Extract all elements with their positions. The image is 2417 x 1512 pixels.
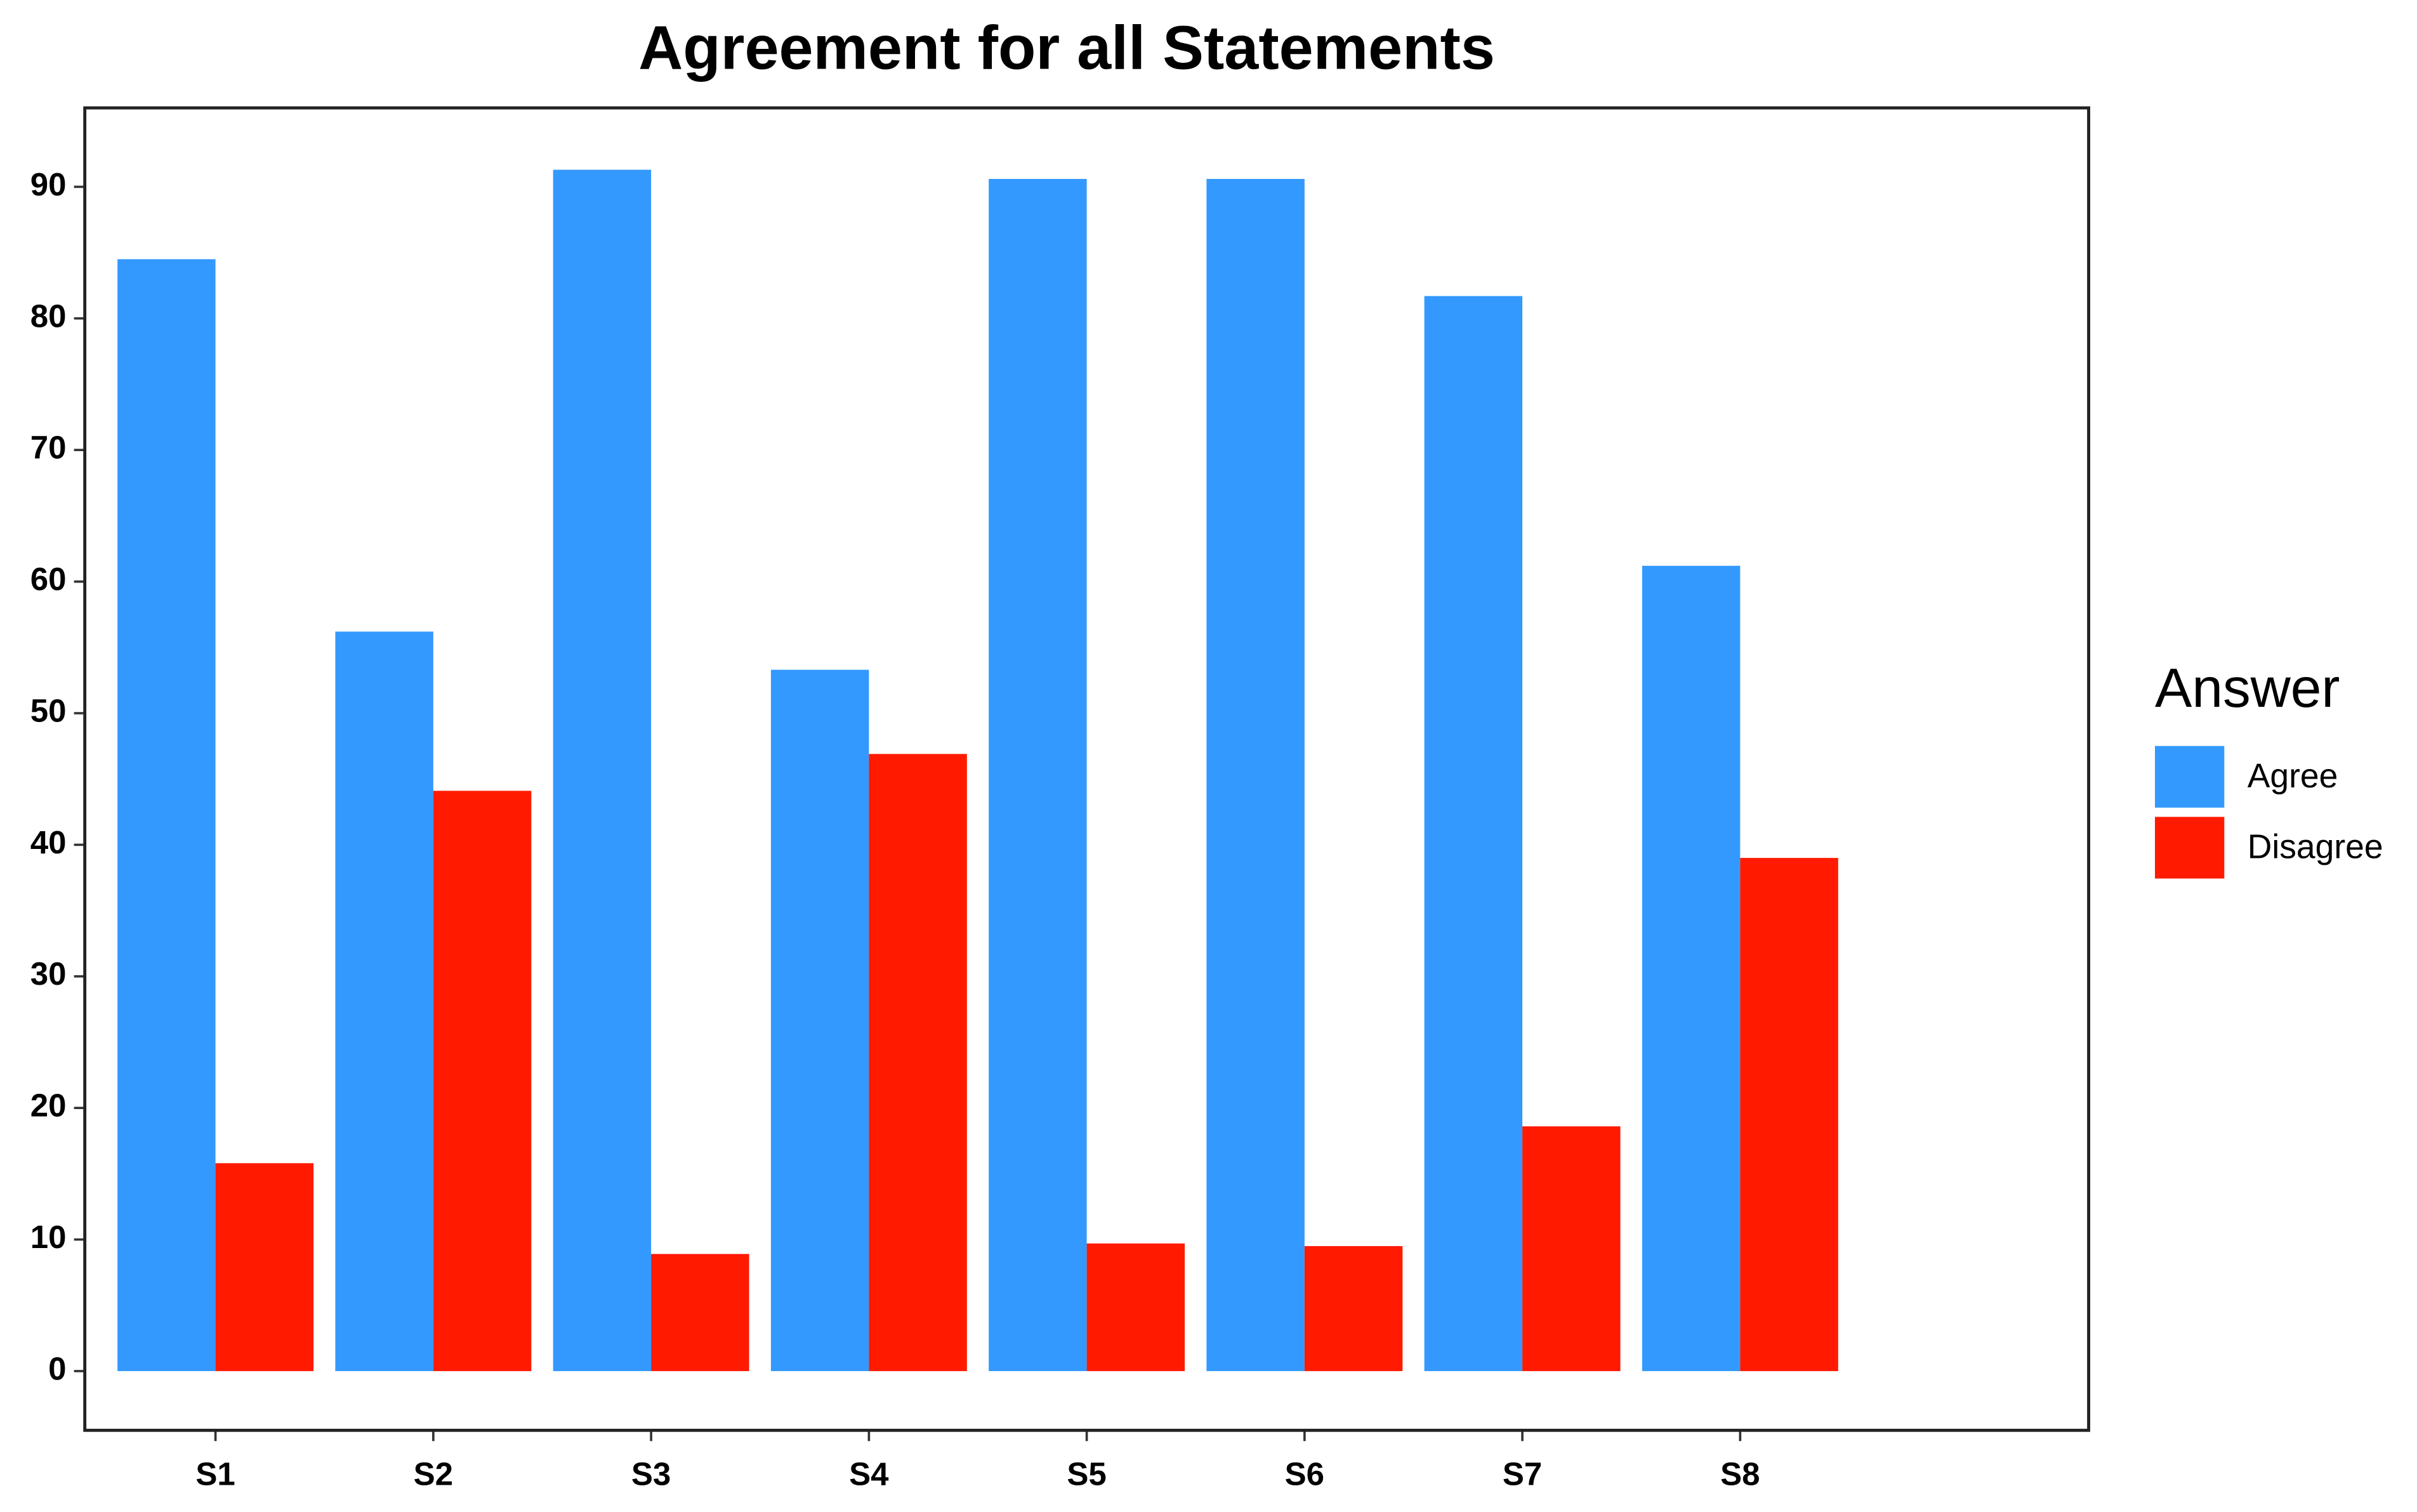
bar (335, 631, 433, 1371)
x-tick-label: S7 (1503, 1456, 1542, 1492)
bar (1424, 296, 1523, 1371)
x-tick-label: S3 (631, 1456, 671, 1492)
bar (1206, 179, 1305, 1371)
bar (215, 1163, 314, 1371)
legend-swatch (2155, 746, 2225, 808)
y-tick-label: 80 (30, 298, 67, 334)
bar (433, 791, 532, 1371)
y-tick-label: 20 (30, 1088, 67, 1124)
y-tick-label: 10 (30, 1219, 67, 1255)
y-tick-label: 90 (30, 166, 67, 202)
bar (1740, 858, 1838, 1371)
legend-label: Agree (2248, 758, 2338, 795)
legend-title: Answer (2155, 657, 2340, 719)
plot-border (83, 106, 2090, 1432)
y-tick-label: 0 (48, 1350, 66, 1386)
x-tick-label: S6 (1285, 1456, 1324, 1492)
x-tick-label: S2 (414, 1456, 453, 1492)
x-tick-label: S5 (1067, 1456, 1106, 1492)
bar (770, 669, 869, 1371)
bar (989, 179, 1087, 1371)
x-tick-label: S1 (195, 1456, 235, 1492)
chart-title: Agreement for all Statements (638, 13, 1495, 82)
y-tick-label: 50 (30, 692, 67, 728)
bar (869, 754, 967, 1371)
y-tick-label: 60 (30, 561, 67, 597)
bar (1086, 1243, 1185, 1371)
bar (1522, 1126, 1621, 1371)
y-tick-label: 70 (30, 430, 67, 466)
x-tick-label: S4 (849, 1456, 889, 1492)
bar (1642, 565, 1741, 1371)
bar (651, 1254, 749, 1371)
x-tick-label: S8 (1720, 1456, 1760, 1492)
y-tick-label: 30 (30, 956, 67, 992)
bar (117, 259, 216, 1371)
legend-label: Disagree (2248, 829, 2383, 866)
y-tick-label: 40 (30, 824, 67, 860)
bar (553, 169, 652, 1371)
legend-swatch (2155, 817, 2225, 879)
bar (1304, 1246, 1403, 1371)
